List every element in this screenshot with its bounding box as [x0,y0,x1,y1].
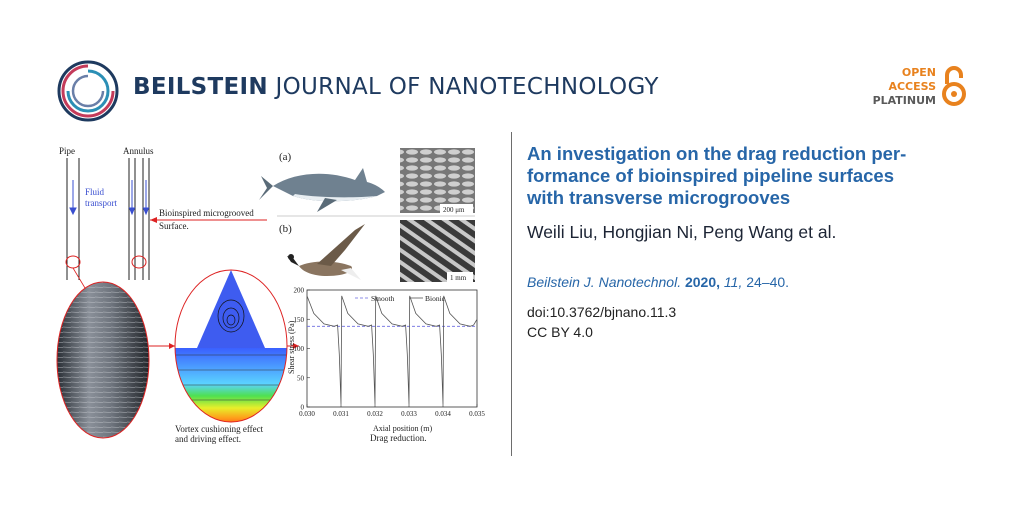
grooved-pipe-surface [56,281,150,439]
vortex-simulation [174,269,288,423]
y-tick-label: 50 [297,374,305,382]
shark-skin-micrograph [400,148,475,213]
shark-image [259,168,385,212]
journal-title-rest: JOURNAL OF NANOTECHNOLOGY [267,74,659,100]
microgroove-label-2: Surface. [159,221,189,231]
y-tick-label: 100 [294,345,305,353]
transport-label: transport [85,198,117,208]
open-lock-icon [942,66,966,106]
citation-volume: 11, [723,274,743,290]
author-list: Weili Liu, Hongjian Ni, Peng Wang et al. [527,222,837,242]
panel-b-label: (b) [279,223,292,235]
graphical-abstract-figure: Pipe Annulus Fluid transport Bioinspired… [56,146,485,444]
journal-title: BEILSTEIN JOURNAL OF NANOTECHNOLOGY [133,74,659,100]
doi-link[interactable]: doi:10.3762/bjnano.11.3 [527,304,677,320]
shear-stress-chart: 0 50 100 150 200 0.030 0.031 0.032 0.033 0.034 0.… [287,287,485,444]
chart-ylabel: Shear stress (Pa) [287,320,296,374]
x-tick-label: 0.032 [367,410,383,418]
x-tick-label: 0.033 [401,410,417,418]
annulus-label: Annulus [123,146,154,156]
legend-smooth-label: Smooth [371,294,395,303]
open-access-line-3: PLATINUM [872,94,936,107]
journal-abbreviation: Beilstein J. Nanotechnol. [527,274,682,290]
y-tick-label: 200 [294,287,305,295]
paper-title-line-1: An investigation on the drag reduction p… [527,143,907,164]
paper-title-line-3: with transverse microgrooves [527,187,791,208]
microgroove-label-1: Bioinspired microgrooved [159,208,254,218]
x-tick-label: 0.030 [299,410,315,418]
flow-arrows [69,180,150,216]
pipe-diagram [66,158,150,280]
open-access-label: OPEN ACCESS PLATINUM [873,66,936,108]
vortex-caption-1: Vortex cushioning effect [175,424,264,434]
license-label[interactable]: CC BY 4.0 [527,324,593,340]
journal-title-bold: BEILSTEIN [133,74,268,100]
vortex-caption-2: and driving effect. [175,434,241,444]
chart-frame [306,289,478,408]
beilstein-logo-icon [57,60,119,122]
y-tick-label: 150 [294,316,305,324]
drag-caption: Drag reduction. [370,433,426,443]
open-access-line-1: OPEN [901,66,936,79]
panel-a-label: (a) [279,151,292,163]
fluid-label: Fluid [85,187,105,197]
feather-micrograph [400,220,475,282]
x-tick-label: 0.035 [469,410,485,418]
paper-title[interactable]: An investigation on the drag reduction p… [527,143,967,209]
legend-bionic-label: Bionic [425,294,446,303]
citation-pages: 24–40. [746,274,790,290]
paper-title-line-2: formance of bioinspired pipeline surface… [527,165,895,186]
x-tick-label: 0.034 [435,410,451,418]
citation: Beilstein J. Nanotechnol. 2020, 11, 24–4… [527,274,789,290]
column-divider [511,132,512,456]
y-tick-label: 0 [301,404,305,412]
goose-image [287,224,365,280]
citation-year: 2020, [684,274,721,290]
pipe-label: Pipe [59,146,75,156]
series-line-bionic [306,295,478,405]
open-access-line-2: ACCESS [888,80,936,93]
x-tick-label: 0.031 [333,410,349,418]
chart-xlabel: Axial position (m) [373,424,432,433]
scale-bar-a: 200 μm [443,206,465,214]
scale-bar-b: 1 mm [450,274,467,282]
